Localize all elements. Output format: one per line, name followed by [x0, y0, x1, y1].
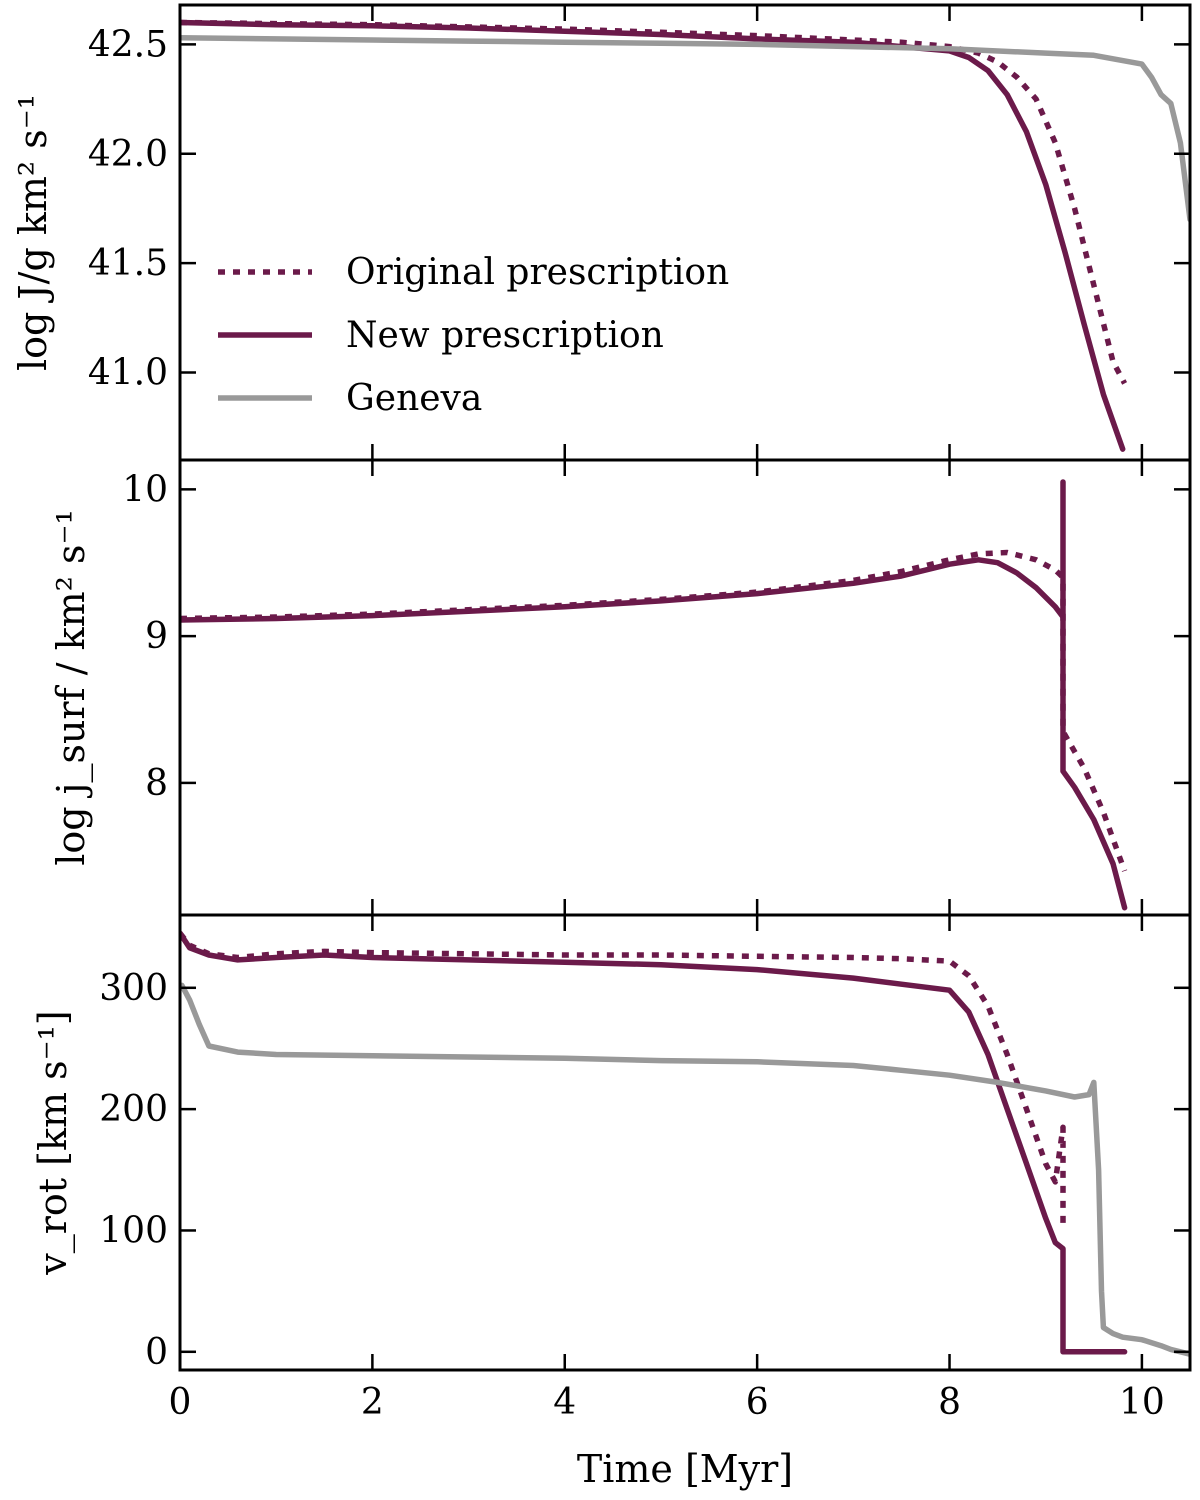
x-tick-label: 2 — [361, 1382, 384, 1423]
series-geneva-line — [180, 35, 1190, 223]
y-tick-label: 42.5 — [88, 24, 168, 65]
y-tick-label: 0 — [145, 1332, 168, 1373]
series-new-prescription-line — [180, 479, 1128, 911]
series-geneva-line — [180, 982, 1190, 1357]
x-tick-label: 0 — [169, 1382, 192, 1423]
y-axis-label: v_rot [km s⁻¹] — [31, 1010, 76, 1275]
series-group — [180, 19, 1190, 452]
axes-frame — [178, 913, 1192, 1372]
y-axis-label: log J/g km² s⁻¹ — [11, 94, 55, 371]
panel-angular-momentum: 41.0 41.5 42.0 42.5 log J/g km² s⁻¹ Original … — [11, 3, 1192, 462]
series-group — [180, 930, 1190, 1357]
axes-frame — [178, 3, 1192, 462]
y-tick-label: 8 — [145, 763, 168, 804]
x-tick-label: 8 — [938, 1382, 961, 1423]
series-new-prescription-line — [180, 19, 1126, 452]
y-tick-label: 42.0 — [88, 134, 168, 175]
panel-specific-angular-momentum: 8 9 10 log j_surf / km² s⁻¹ — [49, 458, 1192, 917]
y-tick-label: 9 — [145, 616, 168, 657]
x-tick-label: 10 — [1119, 1382, 1165, 1423]
series-group — [180, 479, 1128, 911]
y-tick-label: 41.5 — [88, 243, 168, 284]
y-tick-label: 200 — [99, 1089, 168, 1130]
y-tick-label: 100 — [99, 1210, 168, 1251]
y-tick-label: 41.0 — [88, 353, 168, 394]
x-tick-label: 6 — [746, 1382, 769, 1423]
x-axis-label: Time [Myr] — [577, 1447, 793, 1491]
legend-label: New prescription — [346, 315, 664, 356]
y-tick-label: 10 — [122, 469, 168, 510]
y-tick-label: 300 — [99, 968, 168, 1009]
x-tick-label: 4 — [553, 1382, 576, 1423]
legend-label: Geneva — [346, 378, 482, 419]
legend: Original prescription New prescription Gen… — [218, 252, 729, 419]
series-original-prescription-line — [180, 931, 1066, 1231]
axes-frame — [178, 458, 1192, 917]
y-axis-label: log j_surf / km² s⁻¹ — [49, 509, 94, 866]
legend-label: Original prescription — [346, 252, 729, 293]
series-new-prescription-line — [180, 930, 1128, 1355]
